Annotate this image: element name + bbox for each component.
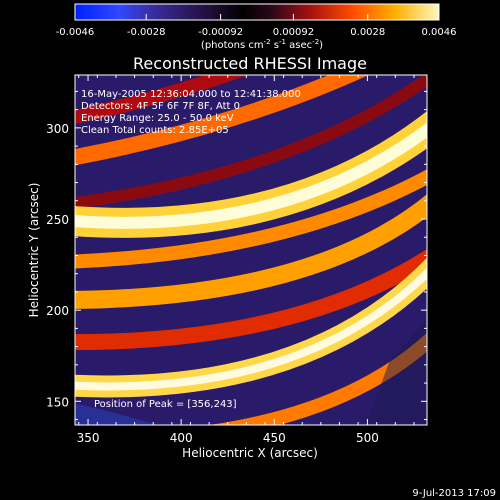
colorbar-tick-label: 0.0046 [422,27,457,38]
y-tick-label: 200 [46,304,69,318]
plot-frame [74,74,428,426]
footer-timestamp: 9-Jul-2013 17:09 [412,488,496,499]
colorbar-tick-label: 0.00092 [273,27,314,38]
colorbar-ticks: -0.0046 -0.0028 -0.00092 0.00092 0.0028 0.004… [56,14,457,38]
colorbar-gradient [74,3,440,21]
heatmap-image [75,75,427,425]
y-tick-label: 250 [46,213,69,227]
annotation-counts: Clean Total counts: 2.85E+05 [81,125,229,136]
annotation-time: 16-May-2005 12:36:04.000 to 12:41:38.000 [81,89,301,100]
x-tick-label: 450 [263,431,286,445]
colorbar-tick-label: -0.0046 [56,27,95,38]
chart-title: Reconstructed RHESSI Image [133,54,367,73]
colorbar: -0.0046 -0.0028 -0.00092 0.00092 0.0028 0.004… [56,3,457,51]
x-axis-label: Heliocentric X (arcsec) [182,446,318,460]
peak-position-label: Position of Peak = [356,243] [94,399,237,410]
y-tick-label: 150 [46,395,69,409]
colorbar-tick-label: 0.0028 [350,27,385,38]
x-tick-label: 400 [170,431,193,445]
y-tick-label: 300 [46,122,69,136]
colorbar-tick-label: -0.0028 [127,27,166,38]
y-axis-label: Heliocentric Y (arcsec) [27,183,41,318]
axis-ticks: 350 400 450 500 150 200 250 300 [46,75,427,445]
colorbar-unit: (photons cm-2 s-1 asec-2) [201,38,323,51]
x-tick-label: 500 [356,431,379,445]
x-tick-label: 350 [77,431,100,445]
annotation-block: 16-May-2005 12:36:04.000 to 12:41:38.000… [81,89,301,136]
annotation-energy: Energy Range: 25.0 - 50.0 keV [81,113,234,124]
colorbar-tick-label: -0.00092 [198,27,243,38]
annotation-detectors: Detectors: 4F 5F 6F 7F 8F, Att 0 [81,101,240,112]
